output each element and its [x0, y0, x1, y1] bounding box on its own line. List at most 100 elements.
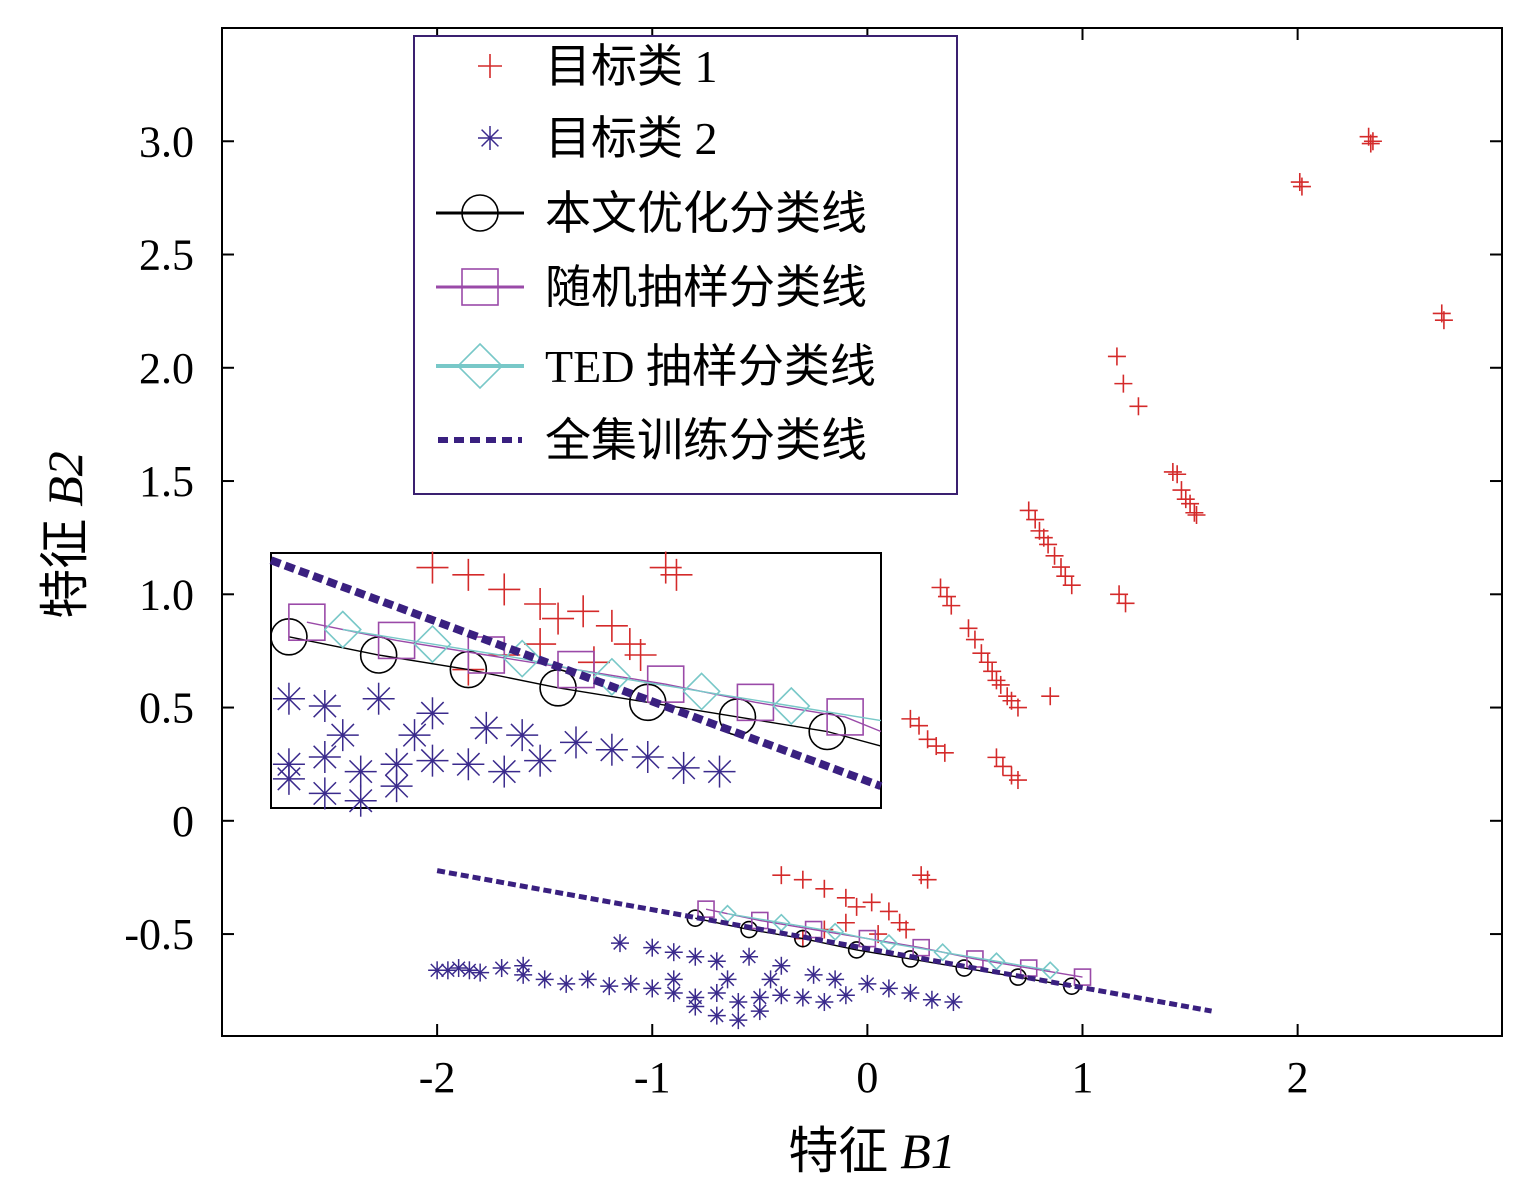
inset-series-1-point-36 — [308, 777, 341, 810]
series-1-point-28 — [643, 938, 662, 957]
series-4-line — [727, 912, 1051, 972]
series-1-point-38 — [750, 1002, 769, 1021]
inset-series-1-point-42 — [506, 719, 539, 752]
legend-item-5-label: 全集训练分类线 — [545, 415, 867, 466]
series-0-point-4 — [1292, 177, 1311, 196]
series-1-point-30 — [686, 947, 705, 966]
series-0-point-61 — [836, 913, 855, 932]
series-0-point-34 — [978, 653, 997, 672]
x-tick-label-2: 0 — [856, 1053, 878, 1102]
y-tick-label-0: -0.5 — [124, 910, 194, 959]
axis-tick-labels: -2 -1 0 1 2 -0.5 0 0.5 1.0 1.5 2.0 2.5 3.0 — [124, 117, 1308, 1102]
series-0-point-9 — [1129, 397, 1148, 416]
series-0-point-24 — [1056, 567, 1075, 586]
series-0-point-50 — [1008, 771, 1027, 790]
series-0-point-40 — [1008, 698, 1027, 717]
series-1-point-37 — [729, 1011, 748, 1030]
series-0-point-56 — [862, 893, 881, 912]
series-0-point-36 — [987, 671, 1006, 690]
series-0-point-54 — [836, 888, 855, 907]
legend-item-0-marker — [478, 54, 502, 78]
series-0-point-16 — [1187, 506, 1206, 525]
series-4-marker-4 — [933, 943, 952, 962]
series-1-point-24 — [901, 983, 920, 1002]
inset-series-1-point-23 — [595, 733, 628, 766]
inset-series-3-marker-1 — [377, 621, 416, 660]
series-1-point-18 — [772, 986, 791, 1005]
series-2-marker-6 — [1009, 968, 1027, 986]
inset-series-1-point-18 — [416, 744, 449, 777]
series-0-point-7 — [1107, 347, 1126, 366]
series-1-point-26 — [944, 993, 963, 1012]
legend-item-0-label: 目标类 1 — [545, 41, 718, 92]
series-1-point-29 — [664, 943, 683, 962]
series-1-point-32 — [740, 947, 759, 966]
inset-series-1-point-21 — [524, 744, 557, 777]
y-tick-label-1: 0 — [172, 797, 194, 846]
inset-series-0-point-55 — [542, 602, 575, 635]
series-5 — [436, 868, 1213, 1014]
series-0-point-33 — [972, 644, 991, 663]
inset-series-1-point-35 — [272, 762, 305, 795]
inset-series-5-line — [269, 556, 883, 790]
series-0-point-26 — [1110, 585, 1129, 604]
y-tick-label-4: 1.5 — [139, 457, 194, 506]
series-1-point-35 — [686, 997, 705, 1016]
legend-item-1-label: 目标类 2 — [545, 113, 718, 164]
inset-series-4-line — [342, 628, 882, 722]
series-1-point-8 — [557, 974, 576, 993]
x-tick-label-3: 1 — [1072, 1053, 1094, 1102]
y-tick-label-6: 2.5 — [139, 231, 194, 280]
x-tick-label-0: -2 — [419, 1053, 456, 1102]
series-0-point-41 — [1041, 687, 1060, 706]
legend-item-5: 全集训练分类线 — [438, 415, 867, 466]
inset-zoom — [269, 551, 883, 817]
inset-series-1-point-19 — [452, 748, 485, 781]
series-1-point-43 — [514, 956, 533, 975]
series-0-point-15 — [1185, 503, 1204, 522]
inset-content — [269, 551, 883, 817]
series-0-point-23 — [1051, 558, 1070, 577]
inset-series-0-point-51 — [416, 551, 449, 584]
series-0-point-22 — [1045, 546, 1064, 565]
inset-series-3-marker-0 — [288, 603, 326, 642]
series-layer — [428, 127, 1453, 1030]
series-0-point-30 — [942, 596, 961, 615]
inset-series-3-marker-4 — [646, 665, 685, 703]
inset-series-4-marker-5 — [772, 686, 811, 726]
series-4 — [718, 904, 1060, 980]
legend-item-0: 目标类 1 — [478, 41, 718, 92]
inset-series-3 — [288, 603, 882, 736]
legend-item-3-marker — [461, 268, 499, 306]
series-1-point-27 — [610, 934, 629, 953]
series-0-point-29 — [937, 587, 956, 606]
series-1-point-12 — [643, 979, 662, 998]
series-0-point-10 — [1163, 462, 1182, 481]
series-1-point-1 — [438, 961, 457, 980]
inset-series-1-point-16 — [344, 755, 377, 788]
x-axis-label-var: B1 — [900, 1123, 956, 1179]
y-axis-label-prefix: 特征 — [37, 519, 93, 619]
legend-item-3-label: 随机抽样分类线 — [545, 262, 867, 313]
series-0-point-65 — [897, 920, 916, 939]
x-tick-label-1: -1 — [634, 1053, 671, 1102]
series-0-point-2 — [1363, 132, 1382, 151]
series-0-point-12 — [1172, 481, 1191, 500]
inset-series-4-marker-1 — [413, 624, 452, 664]
series-0-point-31 — [959, 619, 978, 638]
inset-series-0-point-54 — [524, 588, 557, 620]
legend-item-2-marker — [461, 194, 499, 232]
inset-series-1-point-15 — [308, 741, 341, 773]
series-1-point-10 — [600, 977, 619, 996]
series-0-point-11 — [1168, 465, 1187, 484]
series-0-point-25 — [1062, 576, 1081, 595]
inset-series-0-point-56 — [567, 595, 600, 628]
inset-series-1-point-30 — [272, 682, 305, 715]
series-0-point-27 — [1116, 594, 1135, 613]
series-0-point-35 — [983, 662, 1002, 681]
series-1-point-40 — [718, 970, 737, 989]
series-1-point-42 — [826, 970, 845, 989]
